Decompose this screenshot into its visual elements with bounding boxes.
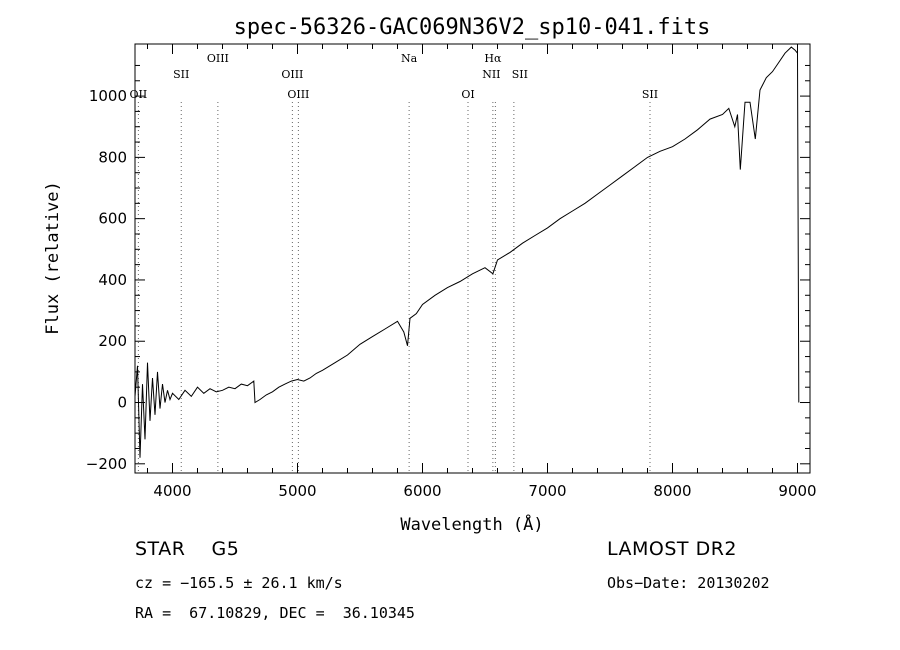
chart-title: spec-56326-GAC069N36V2_sp10-041.fits [234,15,711,40]
y-tick-label: 1000 [89,87,127,105]
axis-ticks: 4000 5000 6000 7000 8000 9000 −200 0 200 400 600 80… [86,44,817,500]
plot-frame [134,43,811,474]
x-tick-label: 6000 [403,482,441,500]
obs-date-label: Obs−Date: 20130202 [607,574,770,592]
y-tick-label: 400 [98,271,127,289]
x-tick-label: 9000 [778,482,816,500]
y-tick-label: −200 [86,455,127,473]
spectrum-line [134,46,800,458]
redshift-label: cz = −165.5 ± 26.1 km/s [135,574,343,592]
line-marker-label: SII [512,68,528,81]
line-marker-label: OIII [281,68,303,81]
y-tick-label: 0 [117,394,127,412]
line-marker-label: OIII [207,52,229,65]
x-tick-label: 4000 [153,482,191,500]
x-tick-label: 8000 [653,482,691,500]
emission-line-markers: OII SII OIII OIII OIII Na OI Hα NII SII SII [130,52,658,473]
line-marker-label: Na [401,52,418,65]
line-marker-label: OIII [287,88,309,101]
line-marker-label: Hα [484,52,502,65]
line-marker-label: OI [461,88,474,101]
survey-label: LAMOST DR2 [607,538,737,560]
x-axis-label: Wavelength (Å) [400,513,543,535]
y-tick-label: 800 [98,148,127,166]
coordinates-label: RA = 67.10829, DEC = 36.10345 [135,604,415,622]
object-class-label: STAR G5 [135,538,240,560]
y-tick-label: 600 [98,210,127,228]
line-marker-label: OII [130,88,148,101]
line-marker-label: SII [642,88,658,101]
line-marker-label: SII [173,68,189,81]
y-tick-label: 200 [98,332,127,350]
line-marker-label: NII [482,68,500,81]
x-tick-label: 5000 [278,482,316,500]
x-tick-label: 7000 [528,482,566,500]
spectrum-series [134,46,800,458]
y-axis-label: Flux (relative) [43,181,63,335]
